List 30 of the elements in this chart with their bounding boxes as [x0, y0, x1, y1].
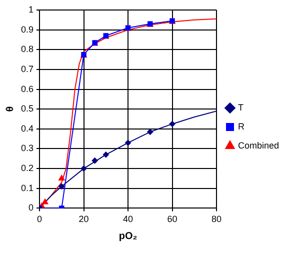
point [147, 128, 154, 135]
x-axis-title: pO₂ [118, 230, 138, 242]
legend-label: Combined [238, 140, 280, 150]
x-tick-label: 20 [78, 214, 89, 224]
point [42, 198, 48, 204]
x-tick-label: 0 [37, 214, 42, 224]
y-tick-label: 0.9 [20, 24, 34, 34]
x-tick-label: 40 [123, 214, 134, 224]
x-tick-label: 60 [167, 214, 178, 224]
y-tick-label: 0.7 [20, 64, 34, 74]
y-tick-label: 0.3 [20, 143, 34, 154]
y-tick-label: 0.8 [20, 44, 34, 54]
y-tick-label: 0.2 [20, 163, 34, 174]
y-tick-label: 1 [28, 4, 34, 14]
y-tick-label: 0 [28, 202, 34, 213]
point [102, 152, 109, 158]
point [80, 166, 87, 172]
y-tick-label: 0.1 [20, 182, 34, 193]
y-tick-label: 0.6 [20, 84, 34, 94]
y-axis-title: θ [4, 106, 16, 112]
point [169, 120, 176, 127]
point [125, 140, 132, 146]
point [58, 174, 65, 180]
y-tick-label: 0.5 [20, 104, 34, 114]
legend-label: T [238, 102, 244, 112]
point [92, 158, 98, 164]
x-tick-label: 80 [211, 214, 222, 224]
legend-label: R [238, 121, 245, 132]
y-tick-label: 0.4 [20, 123, 34, 134]
point [58, 183, 65, 190]
